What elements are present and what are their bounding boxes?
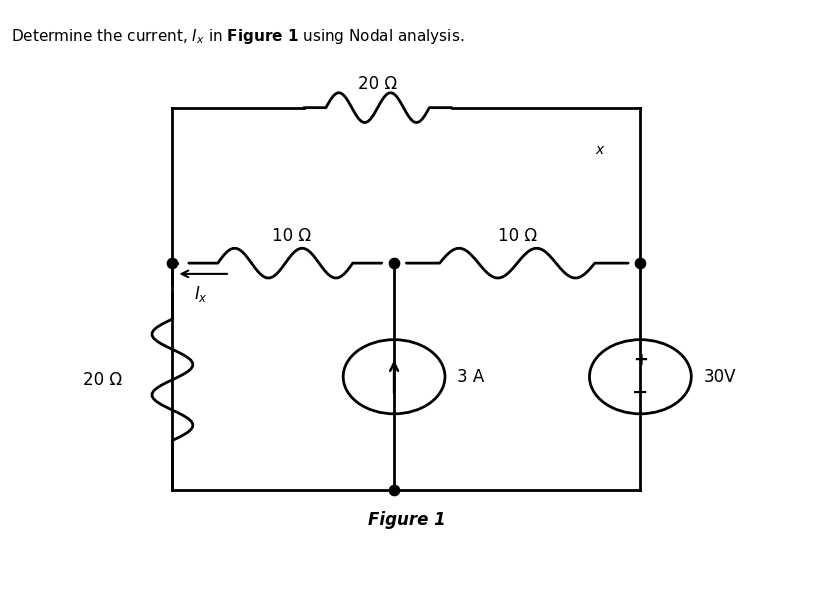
Text: 10 Ω: 10 Ω bbox=[272, 227, 311, 245]
Point bbox=[634, 258, 647, 268]
Text: 20 Ω: 20 Ω bbox=[83, 371, 122, 389]
Text: 10 Ω: 10 Ω bbox=[498, 227, 537, 245]
Text: Figure 1: Figure 1 bbox=[368, 511, 445, 529]
Point bbox=[388, 258, 401, 268]
Text: 20 Ω: 20 Ω bbox=[358, 75, 397, 93]
Text: −: − bbox=[632, 383, 649, 402]
Text: x: x bbox=[595, 142, 603, 157]
Point bbox=[166, 258, 179, 268]
Text: $I_x$: $I_x$ bbox=[195, 284, 208, 304]
Point bbox=[388, 486, 401, 495]
Text: 3 A: 3 A bbox=[457, 368, 484, 386]
Text: Determine the current, $I_x$ in $\mathbf{Figure\ 1}$ using Nodal analysis.: Determine the current, $I_x$ in $\mathbf… bbox=[11, 27, 464, 46]
Text: +: + bbox=[633, 351, 648, 369]
Text: 30V: 30V bbox=[704, 368, 736, 386]
